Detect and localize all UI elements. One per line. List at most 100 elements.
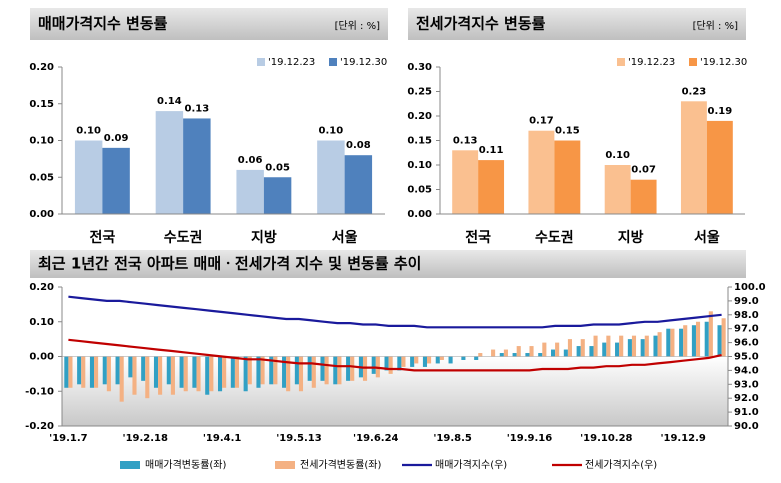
bar: [170, 356, 175, 395]
value-label: 0.14: [157, 96, 182, 107]
y-tick-label: 0.10: [29, 317, 54, 328]
bar: [593, 335, 598, 357]
y-tick-label: 93.0: [734, 379, 759, 390]
bar: [247, 356, 252, 385]
legend-swatch: [617, 58, 625, 66]
bar: [64, 356, 69, 388]
bar: [422, 356, 428, 367]
bar: [478, 353, 483, 357]
bar: [448, 356, 453, 364]
y-tick-label: 95.0: [734, 352, 759, 363]
value-label: 0.10: [319, 126, 344, 137]
chart-title: 매매가격지수 변동률: [38, 15, 168, 33]
bar: [269, 356, 274, 385]
bar: [94, 356, 99, 388]
y-tick-label: 96.0: [734, 338, 759, 349]
value-label: 0.10: [605, 150, 630, 161]
y-tick-label: 0.05: [29, 172, 54, 183]
bar: [555, 342, 560, 357]
bar: [236, 169, 264, 214]
bar: [243, 356, 248, 392]
bar: [529, 346, 534, 357]
bar: [333, 356, 338, 385]
bar: [679, 328, 684, 357]
bar: [631, 335, 637, 357]
header-bar: [408, 8, 746, 40]
y-tick-label: 0.20: [407, 111, 432, 122]
bar: [81, 356, 86, 388]
bar: [452, 150, 479, 214]
y-tick-label: 0.10: [407, 160, 432, 171]
bar: [166, 356, 171, 385]
bar: [491, 349, 496, 357]
bar: [286, 356, 291, 392]
bar: [653, 335, 658, 357]
y-tick-label: 0.00: [407, 209, 432, 220]
bar: [706, 120, 733, 214]
y-tick-label: 0.15: [407, 136, 432, 147]
bar: [567, 339, 573, 357]
bar: [388, 356, 393, 374]
legend-label: 전세가격지수(우): [585, 458, 657, 471]
bar: [640, 339, 645, 357]
y-tick-label: 0.15: [29, 99, 54, 110]
y-tick-label: 0.25: [407, 87, 432, 98]
bar: [721, 318, 726, 357]
legend-swatch: [329, 58, 337, 66]
x-tick-label: '19.9.16: [507, 433, 552, 444]
bar: [230, 356, 235, 388]
bar: [538, 353, 543, 357]
bar: [516, 346, 521, 357]
x-tick-label: '19.5.13: [276, 433, 321, 444]
value-label: 0.13: [453, 135, 478, 146]
value-label: 0.23: [682, 86, 707, 97]
legend-label: 매매가격지수(우): [435, 458, 507, 471]
y-tick-label: 0.30: [407, 62, 432, 73]
category-label: 수도권: [535, 230, 574, 246]
bar: [282, 356, 287, 388]
x-tick-label: '19.12.9: [660, 433, 705, 444]
legend-label: 매매가격변동률(좌): [145, 458, 227, 471]
bar: [320, 356, 325, 381]
unit-label: [단위 : %]: [693, 19, 739, 32]
bar: [371, 356, 376, 374]
chart-title: 최근 1년간 전국 아파트 매매ㆍ전세가격 지수 및 변동률 추이: [38, 255, 421, 273]
x-tick-label: '19.6.24: [353, 433, 398, 444]
bar: [192, 356, 197, 388]
value-label: 0.11: [479, 145, 504, 156]
bar: [528, 130, 555, 214]
category-label: 전국: [89, 229, 115, 246]
legend-swatch: [275, 461, 295, 469]
value-label: 0.10: [76, 126, 101, 137]
bar: [350, 356, 355, 381]
category-label: 지방: [251, 229, 277, 246]
bar: [630, 179, 657, 214]
bar: [439, 356, 444, 360]
bar: [435, 356, 440, 364]
bar: [260, 356, 265, 385]
bar: [77, 356, 82, 385]
unit-label: [단위 : %]: [335, 19, 381, 32]
bar: [209, 356, 214, 392]
bar: [401, 356, 406, 367]
legend-swatch: [120, 461, 140, 469]
legend-swatch: [257, 58, 265, 66]
x-tick-label: '19.10.28: [580, 433, 632, 444]
bar: [550, 349, 556, 357]
bar: [512, 353, 517, 357]
bar: [606, 335, 611, 357]
legend-label: '19.12.30: [700, 57, 747, 68]
bar: [132, 356, 137, 395]
bar: [298, 356, 304, 392]
bar: [141, 356, 146, 381]
bar: [619, 335, 624, 357]
bar: [627, 339, 632, 357]
bar: [704, 321, 709, 357]
bar: [155, 111, 184, 214]
bar: [680, 101, 707, 214]
bar: [106, 356, 111, 392]
value-label: 0.13: [185, 103, 210, 114]
bar: [414, 356, 419, 364]
bar: [525, 353, 530, 357]
bar: [461, 356, 466, 360]
